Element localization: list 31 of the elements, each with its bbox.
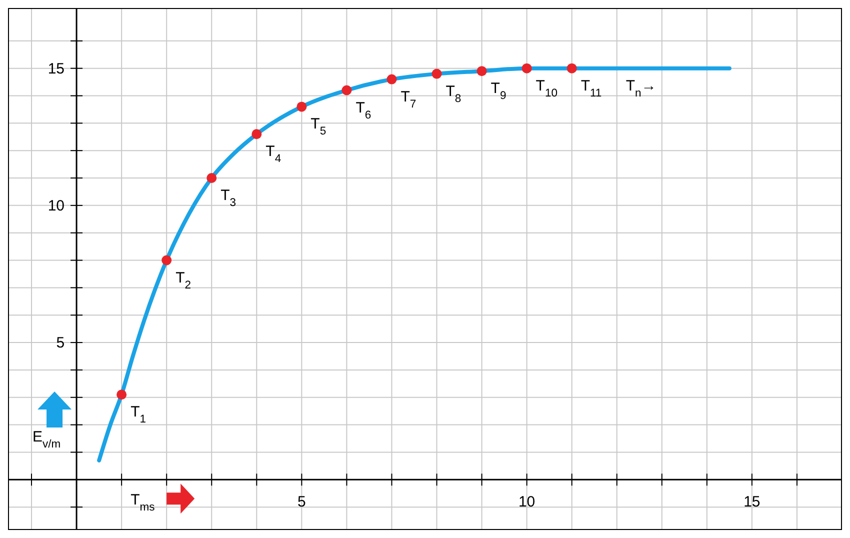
annotation: T$_{6}$ [356,99,372,122]
point [386,74,397,84]
point [206,173,217,184]
x-tick-label: 10 [518,494,536,511]
x-tick-label: 5 [298,494,306,511]
point [342,85,352,96]
annotation: T$_{8}$ [446,82,462,105]
annotation: T$_{3}$ [220,187,236,210]
point [296,102,307,112]
annotation: T$_{2}$ [176,269,192,292]
point [476,66,487,76]
annotation: T$_{7}$ [400,88,416,110]
annotation: T$_{n}$→ [626,77,656,100]
annotation: T$_{1}$ [130,404,146,426]
point [162,255,172,266]
y-tick-label: 15 [48,60,65,78]
point [116,390,127,400]
annotation: T$_{10}$ [536,77,558,100]
x-axis-title: T$_{ms}$ [130,492,156,514]
point [522,63,532,74]
point [252,129,262,140]
point [566,63,577,74]
annotation: T$_{5}$ [310,116,326,138]
annotation: T$_{9}$ [490,80,506,102]
y-axis-title: E$_{v/m}$ [32,428,61,450]
annotation: T$_{11}$ [580,77,602,100]
y-tick-label: 10 [48,197,65,214]
y-tick-label: 5 [56,334,65,352]
point [432,68,442,79]
annotation: T$_{4}$ [266,143,282,166]
x-tick-label: 15 [744,494,760,511]
